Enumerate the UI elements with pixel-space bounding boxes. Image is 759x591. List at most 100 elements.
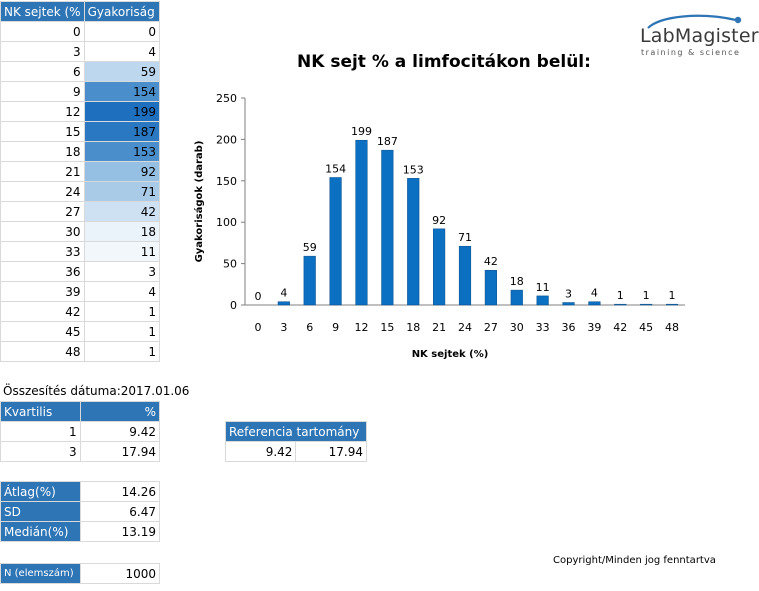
sample-size-value: 1000 [79,563,161,584]
freq-cell-count: 153 [83,141,161,162]
reference-high: 17.94 [295,441,367,462]
summary-date: Összesítés dátuma:2017.01.06 [3,384,190,398]
x-tick-label: 45 [639,321,653,334]
x-tick-label: 15 [380,321,394,334]
stat-value-median: 13.19 [79,521,161,542]
data-label: 1 [643,289,650,302]
bar [458,245,472,306]
x-tick-label: 42 [613,321,627,334]
freq-cell-x: 39 [0,281,85,302]
x-tick-label: 0 [254,321,261,334]
freq-cell-x: 36 [0,261,85,282]
reference-range-title: Referencia tartomány [225,421,367,442]
bar [329,177,342,306]
freq-cell-x: 18 [0,141,85,162]
freq-cell-count: 42 [83,201,161,222]
logo-main-text: LabMagister [640,25,759,47]
y-tick-label: 100 [216,216,237,229]
bar [381,149,394,306]
x-tick-label: 21 [432,321,446,334]
x-tick-label: 33 [536,321,550,334]
data-label: 71 [458,231,472,244]
bar [562,302,575,306]
freq-cell-count: 1 [83,341,161,362]
table-row: 15 187 [0,121,161,142]
x-tick-label: 27 [484,321,498,334]
data-label: 0 [254,290,261,303]
x-tick-label: 9 [332,321,339,334]
bar [433,228,446,306]
x-tick-label: 48 [665,321,679,334]
table-row: 6 59 [0,61,161,82]
y-tick-label: 0 [230,299,237,312]
freq-cell-x: 6 [0,61,85,82]
table-row: 12 199 [0,101,161,122]
sample-size-table: N (elemszám) 1000 [0,563,161,584]
x-tick-label: 6 [306,321,313,334]
bar [510,289,523,306]
freq-cell-x: 48 [0,341,85,362]
data-label: 4 [280,287,287,300]
freq-cell-count: 0 [83,21,161,42]
quartile-value-header: % [79,401,161,422]
table-row: 39 4 [0,281,161,302]
freq-cell-x: 24 [0,181,85,202]
freq-cell-x: 30 [0,221,85,242]
logo-sub-text: training & science [641,48,741,57]
freq-cell-x: 21 [0,161,85,182]
freq-cell-x: 27 [0,201,85,222]
frequency-table: NK sejtek (% Gyakoriság 0 0 3 4 6 59 9 154 12 199… [0,1,161,362]
freq-header-x: NK sejtek (% [0,1,85,22]
data-label: 11 [536,281,550,294]
x-tick-label: 30 [510,321,524,334]
table-row: 36 3 [0,261,161,282]
stat-label-median: Medián(%) [0,521,81,542]
x-axis-title: NK sejtek (%) [412,349,489,360]
bar [588,301,601,306]
data-label: 187 [377,135,398,148]
freq-cell-x: 33 [0,241,85,262]
quartile-label: 3 [0,441,81,462]
data-label: 1 [617,289,624,302]
data-label: 1 [669,289,676,302]
x-tick-label: 24 [458,321,472,334]
table-row: 18 153 [0,141,161,162]
freq-cell-count: 18 [83,221,161,242]
x-tick-label: 18 [406,321,420,334]
data-label: 199 [351,125,372,138]
frequency-table-body: 0 0 3 4 6 59 9 154 12 199 15 187 18 153 21 92 24 71 27 42 30… [0,21,161,362]
freq-cell-count: 11 [83,241,161,262]
data-label: 92 [432,214,446,227]
stat-label-sd: SD [0,501,81,522]
data-label: 4 [591,287,598,300]
y-tick-label: 250 [216,92,237,105]
histogram-chart: 0 50 100 150 200 250 0 0 4 3 59 6 154 9 199 12 187 15 153 1… [193,92,685,360]
reference-low: 9.42 [224,441,297,462]
freq-cell-count: 1 [83,321,161,342]
y-tick-label: 150 [216,175,237,188]
bar [640,303,653,306]
copyright-text: Copyright/Minden jog fenntartva [553,555,716,566]
quartile-header: Kvartilis [0,401,81,422]
bar [355,139,368,306]
bar [614,303,627,306]
freq-cell-count: 199 [83,101,161,122]
freq-cell-x: 15 [0,121,85,142]
freq-cell-count: 59 [83,61,161,82]
logo-swoosh-icon [647,14,742,29]
table-row: 27 42 [0,201,161,222]
freq-cell-count: 4 [83,41,161,62]
data-label: 153 [403,163,424,176]
sample-size-label: N (elemszám) [0,563,81,584]
bar [407,178,420,306]
x-tick-label: 12 [354,321,368,334]
data-label: 59 [303,241,317,254]
stats-table: Átlag(%) 14.26 SD 6.47 Medián(%) 13.19 [0,481,161,542]
labmagister-logo: LabMagister training & science [640,10,759,58]
table-row: 42 1 [0,301,161,322]
freq-cell-count: 71 [83,181,161,202]
y-tick-label: 200 [216,133,237,146]
table-row: 48 1 [0,341,161,362]
